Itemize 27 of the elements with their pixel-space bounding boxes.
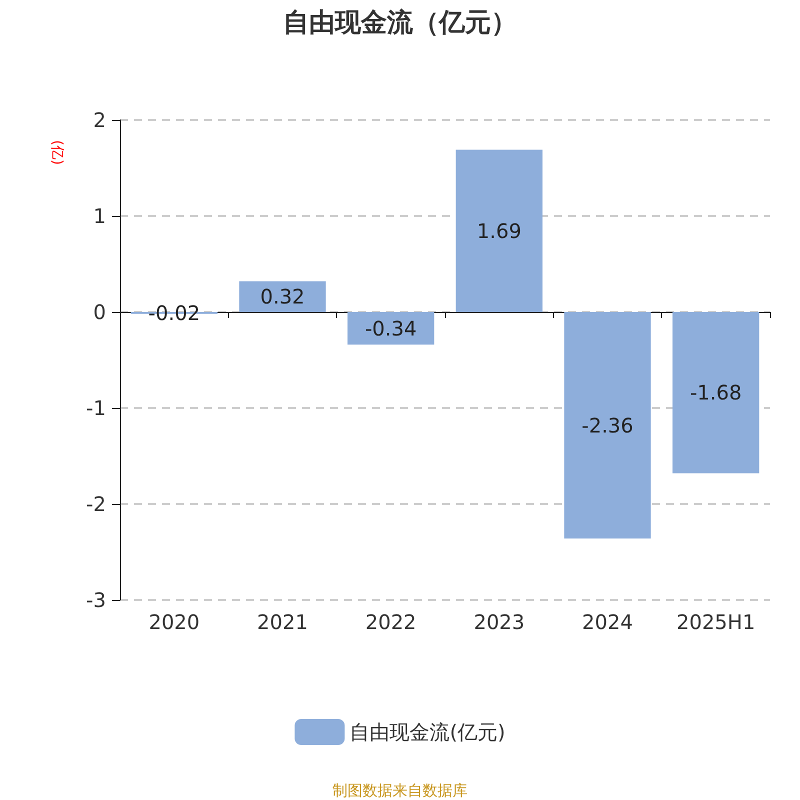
data-label: 1.69 [476,218,522,243]
data-label: -2.36 [582,413,634,438]
y-axis-title: (亿) [49,140,65,165]
data-label: 0.32 [260,284,305,309]
bar [564,312,651,539]
y-tick-label: 0 [93,300,106,324]
bar [672,312,760,474]
x-tick-label: 2022 [365,610,416,634]
y-tick-label: -2 [86,492,106,516]
y-tick-label: 2 [93,108,106,132]
x-tick-label: 2025H1 [676,610,756,634]
bar [239,281,326,312]
x-tick-label: 2021 [257,610,308,634]
y-tick-label: 1 [93,204,106,228]
legend-label: 自由现金流(亿元) [350,720,506,744]
bar [348,312,434,345]
data-label: -0.34 [364,316,417,340]
data-label: -1.68 [690,380,742,405]
x-tick-label: 2023 [474,610,525,634]
x-tick-label: 2020 [148,610,200,634]
text: 制图数据来自数据库 [332,782,468,800]
x-tick-label: 2024 [582,610,633,634]
data-label: -0.02 [148,300,200,325]
y-tick-label: -3 [86,588,106,612]
y-tick-label: -1 [86,396,106,420]
bar [456,150,542,312]
chart-title: 自由现金流（亿元） [283,8,517,38]
